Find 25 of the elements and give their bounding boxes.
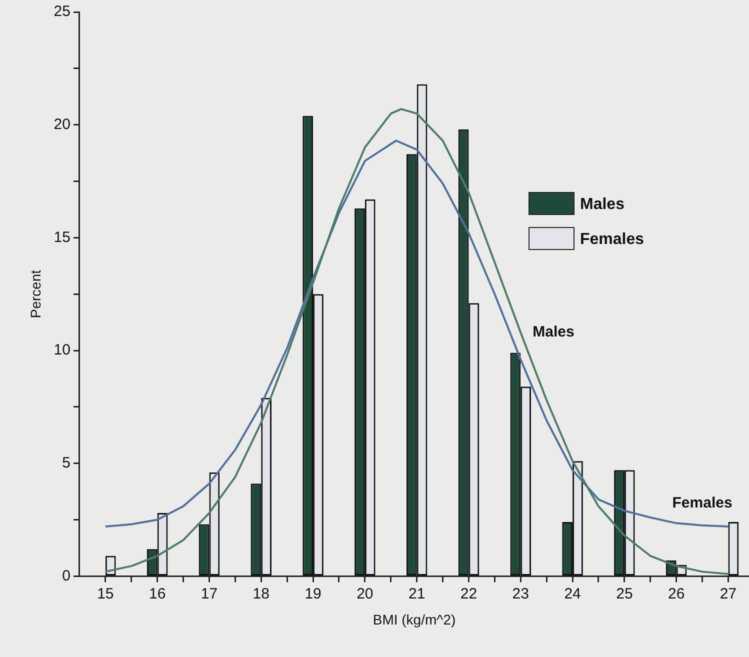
x-tick-label: 18: [252, 585, 270, 602]
x-tick-label: 26: [668, 585, 685, 602]
x-tick-label: 25: [616, 585, 633, 602]
x-tick-label: 17: [200, 585, 218, 602]
x-tick-label: 20: [356, 585, 374, 602]
y-axis-title: Percent: [27, 270, 44, 318]
y-tick-label: 25: [54, 3, 70, 20]
x-tick-label: 21: [408, 585, 426, 602]
y-tick-label: 20: [54, 116, 70, 133]
x-tick-label: 22: [460, 585, 478, 602]
x-tick-label: 23: [512, 585, 529, 602]
annotation: Females: [672, 494, 732, 512]
x-tick-label: 16: [148, 585, 166, 602]
y-tick-label: 15: [54, 228, 70, 246]
y-tick-label: 5: [62, 454, 70, 472]
x-tick-label: 27: [720, 585, 737, 602]
y-tick-label: 10: [54, 342, 70, 359]
y-tick-label: 0: [62, 567, 70, 584]
annotation: Males: [532, 324, 574, 341]
x-axis-title: BMI (kg/m^2): [372, 611, 456, 628]
x-tick-label: 15: [97, 585, 114, 602]
legend-label: Females: [580, 230, 644, 248]
x-tick-label: 19: [304, 585, 322, 602]
x-tick-label: 24: [564, 585, 581, 602]
legend-label: Males: [580, 196, 625, 213]
